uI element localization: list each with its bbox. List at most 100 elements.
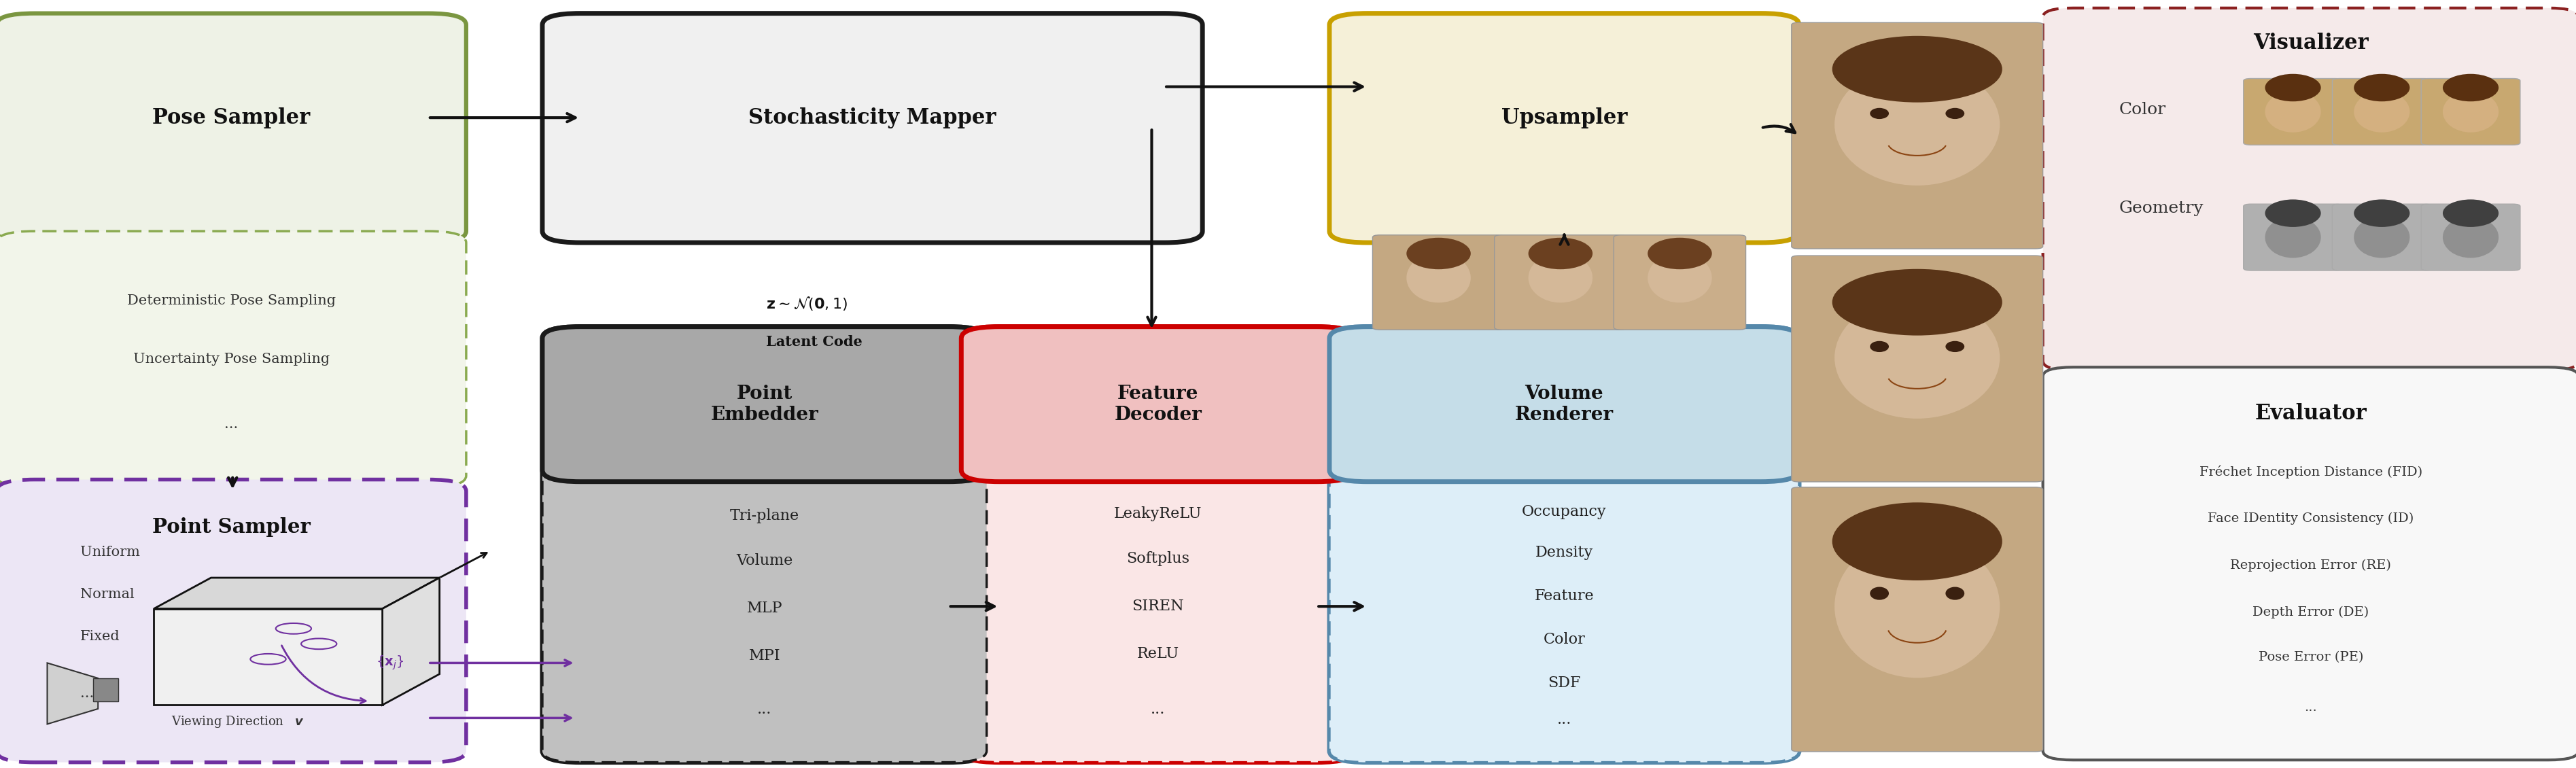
Ellipse shape: [2442, 91, 2499, 132]
FancyBboxPatch shape: [0, 13, 466, 243]
Text: Color: Color: [2117, 102, 2166, 118]
Text: ReLU: ReLU: [1136, 647, 1180, 661]
FancyBboxPatch shape: [1329, 463, 1798, 763]
FancyBboxPatch shape: [2043, 8, 2576, 370]
FancyBboxPatch shape: [93, 678, 118, 701]
Text: Deterministic Pose Sampling: Deterministic Pose Sampling: [126, 294, 335, 307]
Ellipse shape: [1832, 36, 2002, 102]
Text: ...: ...: [1151, 702, 1164, 717]
FancyBboxPatch shape: [1790, 487, 2043, 752]
FancyBboxPatch shape: [1790, 22, 2043, 249]
Ellipse shape: [1834, 64, 1999, 186]
Ellipse shape: [2354, 91, 2409, 132]
Text: Fréchet Inception Distance (FID): Fréchet Inception Distance (FID): [2200, 465, 2421, 478]
Ellipse shape: [2264, 74, 2321, 101]
FancyBboxPatch shape: [541, 463, 987, 763]
FancyBboxPatch shape: [961, 326, 1355, 763]
FancyBboxPatch shape: [1790, 256, 2043, 482]
Text: ...: ...: [757, 702, 773, 717]
Text: Point Sampler: Point Sampler: [152, 518, 309, 538]
FancyBboxPatch shape: [961, 326, 1355, 482]
FancyBboxPatch shape: [1329, 326, 1798, 763]
FancyBboxPatch shape: [1494, 235, 1625, 329]
Text: Evaluator: Evaluator: [2254, 403, 2367, 425]
Text: Normal: Normal: [80, 588, 134, 601]
Polygon shape: [381, 578, 440, 705]
FancyBboxPatch shape: [2421, 204, 2519, 270]
Ellipse shape: [2354, 74, 2409, 101]
Ellipse shape: [1832, 502, 2002, 581]
FancyBboxPatch shape: [961, 463, 1355, 763]
Text: Volume
Renderer: Volume Renderer: [1515, 385, 1613, 424]
Ellipse shape: [2264, 217, 2321, 258]
FancyBboxPatch shape: [1373, 235, 1504, 329]
Ellipse shape: [1646, 253, 1710, 303]
FancyBboxPatch shape: [2331, 204, 2432, 270]
Ellipse shape: [1945, 587, 1963, 600]
Text: Uncertainty Pose Sampling: Uncertainty Pose Sampling: [134, 353, 330, 366]
Text: Visualizer: Visualizer: [2251, 32, 2367, 54]
Text: Color: Color: [1543, 632, 1584, 647]
Text: MLP: MLP: [747, 601, 783, 616]
Ellipse shape: [2264, 200, 2321, 227]
FancyBboxPatch shape: [541, 326, 987, 482]
Ellipse shape: [1528, 238, 1592, 270]
Text: Uniform: Uniform: [80, 546, 139, 558]
Ellipse shape: [1646, 238, 1710, 270]
Ellipse shape: [1406, 253, 1471, 303]
Text: Pose Sampler: Pose Sampler: [152, 107, 309, 128]
Text: Face IDentity Consistency (ID): Face IDentity Consistency (ID): [2208, 512, 2414, 525]
FancyBboxPatch shape: [2244, 78, 2342, 145]
Ellipse shape: [2442, 217, 2499, 258]
Text: ...: ...: [2303, 702, 2316, 714]
Ellipse shape: [1870, 587, 1888, 600]
Ellipse shape: [1945, 341, 1963, 352]
Text: SIREN: SIREN: [1131, 599, 1185, 614]
Text: Feature
Decoder: Feature Decoder: [1113, 385, 1200, 424]
Text: $\{{\bf x}_j\}$: $\{{\bf x}_j\}$: [376, 654, 404, 671]
Polygon shape: [46, 663, 98, 724]
FancyBboxPatch shape: [2043, 367, 2576, 760]
Ellipse shape: [2442, 74, 2499, 101]
Text: Viewing Direction   $\boldsymbol{v}$: Viewing Direction $\boldsymbol{v}$: [170, 714, 304, 730]
FancyBboxPatch shape: [2331, 78, 2432, 145]
FancyBboxPatch shape: [0, 479, 466, 763]
Ellipse shape: [1945, 108, 1963, 119]
Text: Latent Code: Latent Code: [765, 335, 863, 349]
FancyBboxPatch shape: [541, 13, 1203, 243]
Ellipse shape: [1834, 535, 1999, 678]
Text: Feature: Feature: [1535, 588, 1595, 604]
Text: Fixed: Fixed: [80, 630, 121, 643]
FancyBboxPatch shape: [2244, 204, 2342, 270]
Text: SDF: SDF: [1548, 675, 1579, 690]
Polygon shape: [155, 578, 440, 609]
FancyBboxPatch shape: [541, 326, 987, 763]
Text: MPI: MPI: [750, 648, 781, 664]
Ellipse shape: [1870, 341, 1888, 352]
Text: Tri-plane: Tri-plane: [729, 508, 799, 523]
Ellipse shape: [2442, 200, 2499, 227]
Ellipse shape: [2264, 91, 2321, 132]
Text: ${\bf z} \sim \mathcal{N}({\bf 0}, 1)$: ${\bf z} \sim \mathcal{N}({\bf 0}, 1)$: [765, 295, 848, 313]
FancyBboxPatch shape: [2421, 78, 2519, 145]
Ellipse shape: [1870, 108, 1888, 119]
Text: LeakyReLU: LeakyReLU: [1113, 506, 1203, 521]
Text: Depth Error (DE): Depth Error (DE): [2251, 606, 2367, 618]
Text: Reprojection Error (RE): Reprojection Error (RE): [2231, 559, 2391, 571]
Text: Point
Embedder: Point Embedder: [711, 385, 819, 424]
Text: Density: Density: [1535, 545, 1592, 560]
Ellipse shape: [1832, 269, 2002, 336]
FancyBboxPatch shape: [1329, 326, 1798, 482]
FancyBboxPatch shape: [0, 231, 466, 487]
Text: ...: ...: [224, 418, 237, 431]
Ellipse shape: [1406, 238, 1471, 270]
Text: Upsampler: Upsampler: [1502, 107, 1628, 128]
Text: ...: ...: [1556, 713, 1571, 727]
Text: Geometry: Geometry: [2117, 200, 2202, 216]
Ellipse shape: [1834, 296, 1999, 419]
Text: Stochasticity Mapper: Stochasticity Mapper: [750, 107, 997, 128]
Text: Pose Error (PE): Pose Error (PE): [2257, 651, 2362, 664]
Text: Volume: Volume: [737, 554, 793, 568]
Ellipse shape: [2354, 200, 2409, 227]
FancyBboxPatch shape: [1613, 235, 1747, 329]
